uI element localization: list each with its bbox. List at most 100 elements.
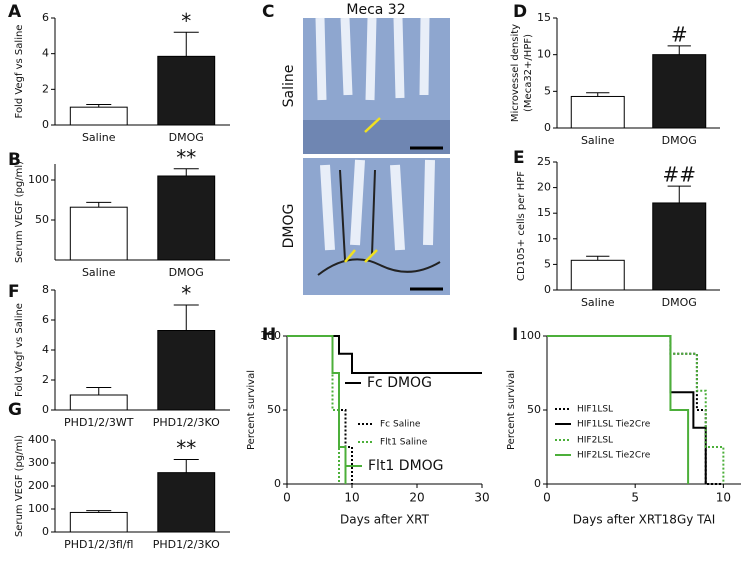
x-tick-label: PHD1/2/3WT — [64, 416, 134, 429]
y-tick-label: 100 — [28, 502, 49, 515]
legend-label: Fc DMOG — [367, 375, 432, 391]
panel-letter: F — [8, 282, 20, 302]
legend-label: HIF2LSL — [577, 436, 613, 446]
image-title: Meca 32 — [346, 2, 405, 18]
y-tick-label: 25 — [537, 155, 551, 168]
legend-label: Fc Saline — [380, 420, 421, 430]
legend-label: HIF2LSL Tie2Cre — [577, 451, 651, 461]
villi — [320, 159, 435, 251]
y-tick-label: 5 — [544, 84, 551, 97]
x-tick-label: PHD1/2/3KO — [153, 538, 220, 551]
x-tick-label: Saline — [82, 266, 116, 279]
y-tick-label: 0 — [534, 477, 541, 490]
bar — [570, 259, 625, 291]
row-label: Saline — [281, 65, 297, 108]
x-tick-label: 10 — [344, 491, 359, 505]
significance: ## — [662, 163, 696, 187]
y-axis-label: (Meca32+/HPF) — [523, 34, 534, 112]
y-tick-label: 2 — [42, 82, 49, 95]
x-tick-label: 0 — [283, 491, 291, 505]
y-tick-label: 100 — [260, 329, 281, 342]
bar — [652, 202, 707, 291]
survival-curve — [287, 335, 347, 484]
panel-letter: I — [512, 325, 518, 345]
bar — [157, 330, 216, 411]
bar — [69, 394, 128, 411]
x-tick-label: 30 — [474, 491, 489, 505]
y-tick-label: 0 — [544, 121, 551, 134]
y-tick-label: 400 — [28, 433, 49, 446]
panel-letter: E — [513, 148, 525, 168]
x-tick-label: DMOG — [169, 266, 204, 279]
y-tick-label: 10 — [537, 48, 551, 61]
y-axis-label: Percent survival — [506, 370, 517, 450]
panel-letter: D — [513, 2, 527, 22]
y-axis-label: Percent survival — [246, 370, 257, 450]
y-tick-label: 2 — [42, 373, 49, 386]
panel-letter: H — [262, 325, 276, 345]
legend-label: HIF1LSL — [577, 405, 613, 415]
x-tick-label: 20 — [409, 491, 424, 505]
survival-curve — [287, 335, 482, 374]
x-axis-label: Days after XRT18Gy TAI — [573, 513, 716, 527]
row-label: DMOG — [281, 204, 297, 249]
y-tick-label: 0 — [42, 525, 49, 538]
legend-label: Flt1 DMOG — [368, 458, 444, 474]
y-axis-label: Fold Vegf vs Saline — [14, 25, 25, 119]
bar — [652, 54, 707, 129]
bar — [157, 472, 216, 533]
bar — [157, 175, 216, 261]
panel-letter: A — [8, 2, 22, 22]
y-tick-label: 5 — [544, 257, 551, 270]
y-tick-label: 50 — [267, 403, 281, 416]
significance: * — [181, 282, 191, 306]
vessels — [317, 169, 441, 276]
histology-image — [303, 17, 450, 295]
y-tick-label: 8 — [42, 283, 49, 296]
bar — [69, 206, 128, 261]
y-axis-label: Fold Vegf vs Saline — [14, 303, 25, 397]
y-tick-label: 15 — [537, 11, 551, 24]
x-tick-label: DMOG — [662, 134, 697, 147]
villi — [315, 17, 430, 101]
y-axis-label: CD105+ cells per HPF — [516, 171, 527, 281]
y-tick-label: 0 — [42, 403, 49, 416]
x-tick-label: PHD1/2/3fl/fl — [64, 538, 133, 551]
y-tick-label: 6 — [42, 11, 49, 24]
x-tick-label: DMOG — [662, 296, 697, 309]
y-tick-label: 300 — [28, 456, 49, 469]
legend-label: Flt1 Saline — [380, 438, 428, 448]
y-axis-label: Microvessel density — [510, 24, 521, 122]
y-tick-label: 200 — [28, 479, 49, 492]
legend-label: HIF1LSL Tie2Cre — [577, 420, 651, 430]
y-tick-label: 100 — [520, 329, 541, 342]
panel-letter: C — [262, 2, 274, 22]
bar — [69, 106, 128, 126]
x-tick-label: DMOG — [169, 131, 204, 144]
x-axis-label: Days after XRT — [340, 513, 430, 527]
y-tick-label: 4 — [42, 343, 49, 356]
panel-letter: G — [8, 400, 22, 420]
y-tick-label: 15 — [537, 206, 551, 219]
y-axis-label: Serum VEGF (pg/ml) — [14, 161, 25, 263]
y-tick-label: 6 — [42, 313, 49, 326]
y-tick-label: 50 — [527, 403, 541, 416]
x-tick-label: Saline — [581, 134, 615, 147]
significance: ** — [176, 436, 196, 460]
x-tick-label: PHD1/2/3KO — [153, 416, 220, 429]
x-tick-label: 10 — [716, 491, 731, 505]
y-tick-label: 10 — [537, 232, 551, 245]
panel-letter: B — [8, 150, 21, 170]
arrows — [344, 117, 381, 263]
y-tick-label: 100 — [28, 173, 49, 186]
survival-curve — [287, 335, 340, 484]
bar — [570, 95, 625, 129]
survival-curve — [547, 335, 690, 484]
y-tick-label: 0 — [42, 118, 49, 131]
bar — [69, 511, 128, 533]
significance: ** — [176, 145, 196, 169]
y-tick-label: 0 — [544, 283, 551, 296]
x-tick-label: 0 — [543, 491, 551, 505]
y-tick-label: 20 — [537, 181, 551, 194]
survival-curve — [287, 335, 353, 484]
